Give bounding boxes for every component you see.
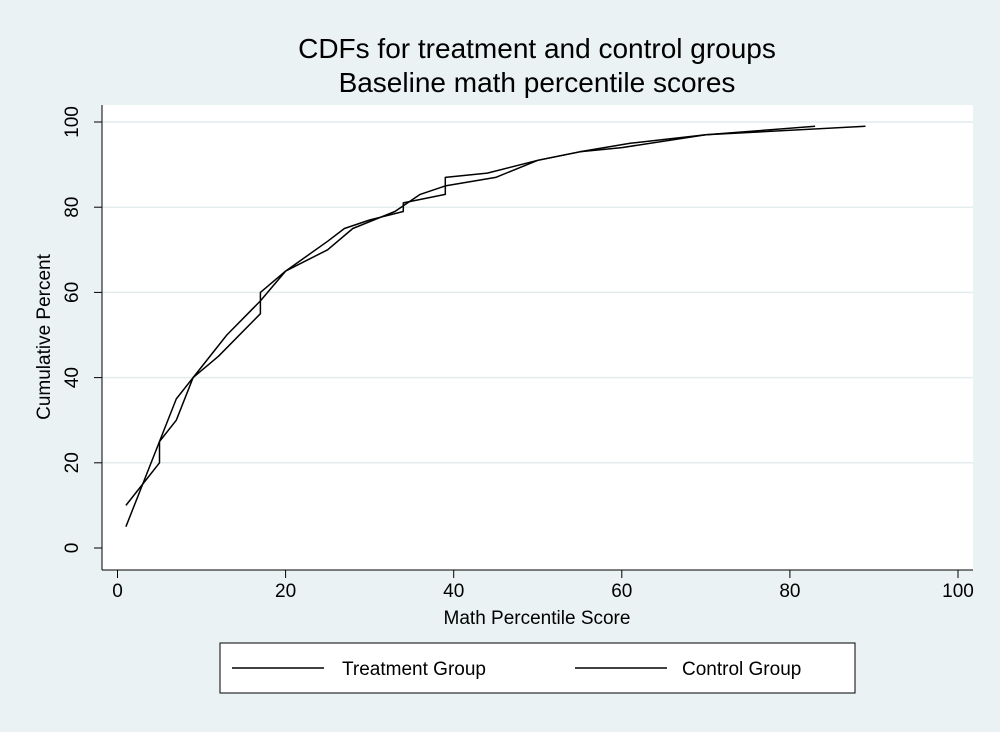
x-tick-label: 60 [611,581,632,602]
x-tick-label: 100 [942,581,974,602]
y-tick-label: 60 [62,282,83,303]
chart-subtitle: Baseline math percentile scores [339,67,736,98]
legend-label-control: Control Group [682,659,801,680]
legend-box [219,642,856,694]
y-ticks: 0 20 40 60 80 100 [62,106,102,553]
control-group-line [125,125,866,506]
y-tick-label: 100 [62,106,83,138]
chart-title: CDFs for treatment and control groups [298,33,776,64]
legend-label-treatment: Treatment Group [342,659,486,680]
x-tick-label: 40 [443,581,464,602]
y-tick-label: 20 [62,452,83,473]
y-axis-label: Cumulative Percent [34,253,55,420]
x-tick-label: 20 [275,581,296,602]
plot-area [102,105,973,570]
y-tick-label: 80 [62,197,83,218]
legend: Treatment Group Control Group [219,642,856,694]
series-lines [125,125,866,527]
y-tick-label: 40 [62,367,83,388]
y-tick-label: 0 [62,543,83,554]
x-tick-label: 80 [779,581,800,602]
x-tick-label: 0 [112,581,123,602]
x-ticks: 0 20 40 60 80 100 [112,570,974,602]
gridlines [103,121,973,464]
x-axis-label: Math Percentile Score [444,608,631,629]
